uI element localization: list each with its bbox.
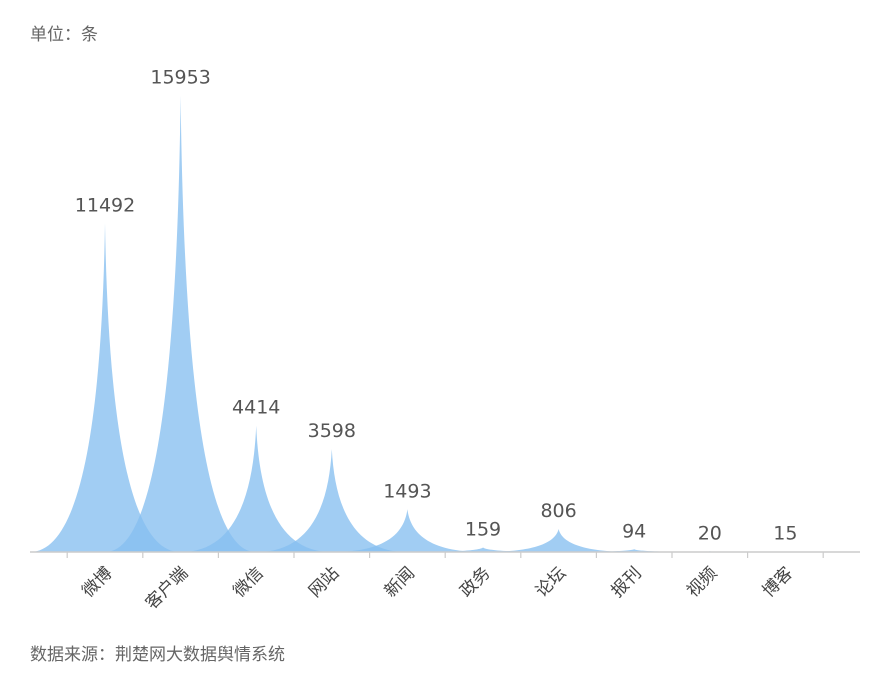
- chart-canvas: 11492 15953 4414 3598 1493 159 806 94 20 15 微博 客户端…: [30, 67, 861, 614]
- value-label-1: 11492: [75, 194, 135, 216]
- value-label-9: 20: [698, 522, 722, 544]
- category-label-10: 博客: [759, 563, 797, 601]
- source-label: 数据来源：荆楚网大数据舆情系统: [30, 645, 285, 665]
- category-label-7: 论坛: [532, 563, 570, 601]
- peak-4: [256, 449, 407, 552]
- category-label-8: 报刊: [608, 563, 646, 601]
- value-label-3: 4414: [232, 397, 280, 419]
- value-label-6: 159: [465, 518, 501, 540]
- category-label-3: 微信: [230, 563, 268, 601]
- peak-7: [483, 528, 634, 552]
- unit-label: 单位：条: [30, 25, 98, 45]
- peak-6: [408, 547, 558, 552]
- value-labels: 11492 15953 4414 3598 1493 159 806 94 20 15: [75, 67, 798, 545]
- value-label-4: 3598: [308, 420, 356, 442]
- value-label-8: 94: [622, 520, 646, 542]
- value-label-5: 1493: [383, 480, 431, 502]
- peaks-layer: [30, 95, 861, 552]
- peak-8: [559, 549, 710, 552]
- category-label-2: 客户端: [142, 563, 192, 613]
- x-axis: [30, 551, 860, 558]
- category-label-1: 微博: [78, 563, 116, 601]
- value-label-2: 15953: [150, 67, 210, 89]
- peak-1: [30, 223, 180, 552]
- category-label-6: 政务: [456, 563, 494, 601]
- peak-3: [181, 425, 332, 552]
- category-label-4: 网站: [305, 563, 343, 601]
- category-label-9: 视频: [683, 563, 721, 601]
- value-label-7: 806: [540, 500, 576, 522]
- peak-5: [332, 509, 483, 552]
- category-labels: 微博 客户端 微信 网站 新闻 政务 论坛 报刊 视频 博客: [78, 563, 797, 613]
- value-label-10: 15: [773, 523, 797, 545]
- category-label-5: 新闻: [381, 563, 419, 601]
- peak-2: [105, 95, 256, 552]
